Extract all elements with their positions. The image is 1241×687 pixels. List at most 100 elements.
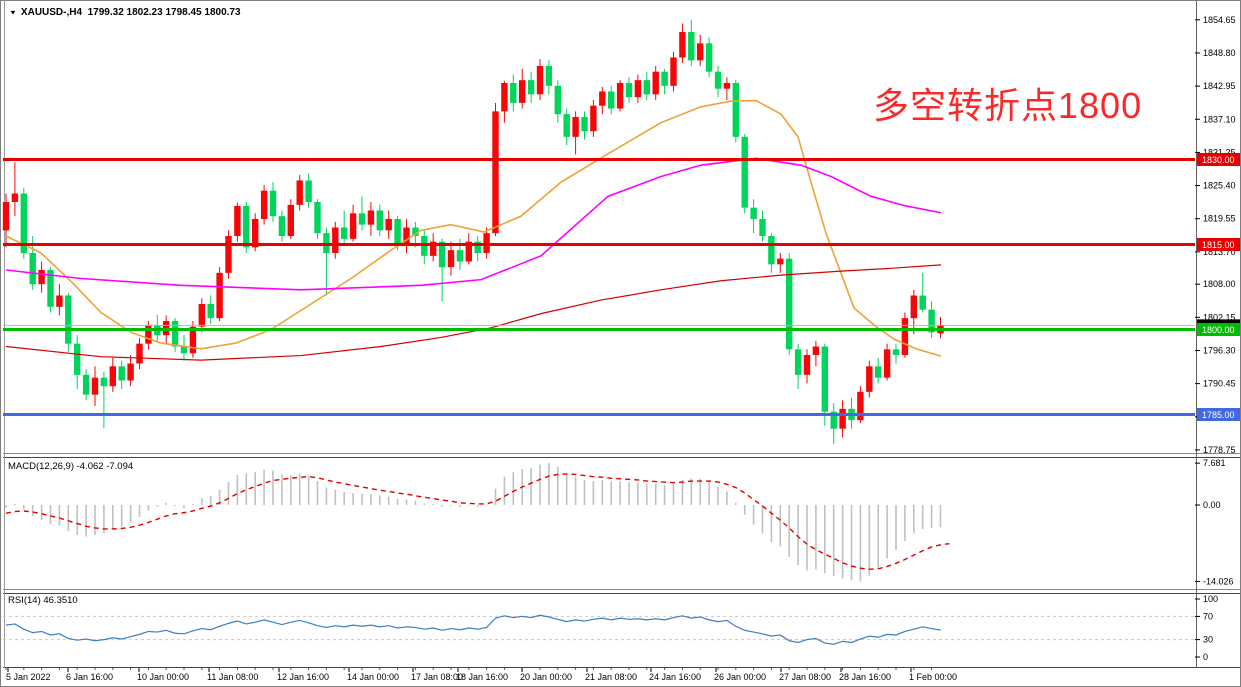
candle [376, 210, 383, 231]
svg-text:1825.40: 1825.40 [1203, 181, 1236, 191]
candle [883, 349, 891, 378]
candle [47, 269, 54, 307]
candle [510, 82, 517, 103]
candle [11, 193, 19, 202]
candle [109, 366, 116, 387]
candle [919, 295, 926, 310]
svg-text:30: 30 [1203, 635, 1213, 645]
candle [910, 295, 917, 319]
svg-text:70: 70 [1203, 611, 1213, 621]
svg-text:0: 0 [1203, 652, 1208, 662]
symbol-dropdown-icon[interactable]: ▼ [9, 8, 17, 17]
candle [794, 349, 802, 375]
candle [430, 241, 437, 256]
svg-text:17 Jan 08:00: 17 Jan 08:00 [411, 672, 463, 682]
candle [616, 82, 624, 109]
candle [501, 82, 508, 112]
svg-text:14 Jan 00:00: 14 Jan 00:00 [347, 672, 399, 682]
candle [839, 408, 846, 429]
candle [830, 411, 837, 429]
svg-text:20 Jan 00:00: 20 Jan 00:00 [520, 672, 572, 682]
candle [20, 193, 27, 253]
svg-text:1796.30: 1796.30 [1203, 345, 1236, 355]
candle [38, 269, 45, 285]
svg-text:18 Jan 16:00: 18 Jan 16:00 [456, 672, 508, 682]
level-price-label [1197, 323, 1240, 336]
candle [136, 343, 143, 364]
svg-text:1778.75: 1778.75 [1203, 445, 1236, 455]
rsi-indicator-label: RSI(14) 46.3510 [8, 595, 78, 606]
candle [759, 218, 766, 236]
candle [723, 82, 731, 89]
candle [198, 304, 205, 327]
svg-text:1813.70: 1813.70 [1203, 247, 1236, 257]
candle [216, 272, 223, 319]
candle [180, 346, 188, 354]
svg-text:1790.45: 1790.45 [1203, 379, 1236, 389]
candle [590, 105, 597, 132]
candle [234, 205, 241, 236]
svg-text:1837.10: 1837.10 [1203, 114, 1236, 124]
svg-text:12 Jan 16:00: 12 Jan 16:00 [277, 672, 329, 682]
candle [367, 210, 375, 225]
svg-text:26 Jan 00:00: 26 Jan 00:00 [714, 672, 766, 682]
svg-text:6 Jan 16:00: 6 Jan 16:00 [66, 672, 113, 682]
svg-text:21 Jan 08:00: 21 Jan 08:00 [585, 672, 637, 682]
chart-title: ▼ XAUUSD-,H4 1799.32 1802.23 1798.45 1800… [9, 7, 241, 18]
candle [341, 227, 348, 239]
candle [652, 71, 659, 95]
svg-text:11 Jan 08:00: 11 Jan 08:00 [207, 672, 258, 682]
candle [786, 258, 793, 350]
macd-panel: 7.681 0.00 -14.026 [5, 458, 1234, 586]
candle [456, 250, 464, 262]
candle [394, 218, 401, 245]
svg-text:24 Jan 16:00: 24 Jan 16:00 [649, 672, 701, 682]
candle [349, 213, 357, 239]
svg-text:1785.00: 1785.00 [1202, 410, 1235, 420]
candle [145, 324, 152, 344]
svg-text:1802.15: 1802.15 [1203, 312, 1236, 322]
candle [670, 57, 677, 86]
candle [634, 80, 642, 98]
candle [332, 227, 339, 253]
candle [269, 190, 277, 217]
svg-text:1815.00: 1815.00 [1202, 240, 1235, 250]
candle [821, 346, 828, 412]
ohlc-readout: 1799.32 1802.23 1798.45 1800.73 [87, 7, 241, 18]
candle [563, 114, 570, 137]
candle [438, 241, 446, 268]
candle [91, 377, 99, 395]
candle [768, 235, 775, 265]
svg-text:1830.00: 1830.00 [1202, 155, 1235, 165]
candle [599, 91, 606, 106]
macd-indicator-label: MACD(12,26,9) -4.062 -7.094 [8, 461, 134, 472]
candle [732, 82, 739, 137]
svg-text:10 Jan 00:00: 10 Jan 00:00 [137, 672, 189, 682]
candle [812, 346, 820, 355]
svg-text:28 Jan 16:00: 28 Jan 16:00 [839, 672, 891, 682]
candle [314, 201, 321, 234]
candle [928, 309, 935, 333]
candle [287, 204, 294, 236]
svg-text:1854.65: 1854.65 [1203, 15, 1236, 25]
candle [305, 180, 312, 202]
candle [29, 252, 36, 285]
candle [492, 111, 499, 234]
candle [901, 318, 909, 355]
svg-text:1842.95: 1842.95 [1203, 81, 1236, 91]
candle [278, 216, 286, 236]
candle [189, 326, 197, 354]
candle [403, 227, 410, 245]
svg-text:1848.80: 1848.80 [1203, 48, 1236, 58]
annotation-text[interactable]: 多空转折点1800 [873, 85, 1143, 126]
candle [519, 80, 526, 103]
level-price-label [1197, 408, 1240, 422]
svg-text:1 Feb 00:00: 1 Feb 00:00 [909, 672, 957, 682]
candle [474, 241, 481, 253]
candle [608, 91, 615, 109]
candle [857, 391, 864, 421]
candle [358, 213, 366, 225]
candle [803, 355, 811, 375]
